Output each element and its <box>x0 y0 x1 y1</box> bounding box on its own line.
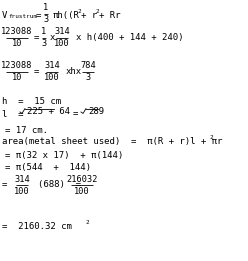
Text: 123088: 123088 <box>1 62 33 70</box>
Text: 2: 2 <box>96 9 100 14</box>
Text: + r: + r <box>81 11 97 20</box>
Text: x h(400 + 144 + 240): x h(400 + 144 + 240) <box>76 33 184 42</box>
Text: 2: 2 <box>85 220 89 225</box>
Text: 1: 1 <box>43 3 49 13</box>
Text: 10: 10 <box>12 39 22 49</box>
Text: V: V <box>2 11 7 20</box>
Text: xhx: xhx <box>66 67 82 76</box>
Text: 123088: 123088 <box>1 27 33 37</box>
Text: = π(32 x 17)  + π(144): = π(32 x 17) + π(144) <box>5 151 123 160</box>
Text: 2: 2 <box>78 9 82 14</box>
Text: =: = <box>73 109 78 118</box>
Text: 100: 100 <box>44 74 60 82</box>
Text: 784: 784 <box>80 62 96 70</box>
Text: =: = <box>36 11 41 20</box>
Text: 100: 100 <box>14 187 30 195</box>
Text: x: x <box>50 33 55 42</box>
Text: 3: 3 <box>85 74 91 82</box>
Text: 1: 1 <box>41 27 47 37</box>
Text: 3: 3 <box>41 39 47 49</box>
Text: h  =  15 cm: h = 15 cm <box>2 97 61 106</box>
Text: 314: 314 <box>14 175 30 183</box>
Text: (688)  =: (688) = <box>38 180 81 189</box>
Text: 216032: 216032 <box>66 175 98 183</box>
Text: 314: 314 <box>54 27 70 37</box>
Text: 289: 289 <box>88 106 104 116</box>
Text: 225 + 64: 225 + 64 <box>27 106 70 116</box>
Text: l  =: l = <box>2 110 24 119</box>
Text: =: = <box>2 180 7 189</box>
Text: 3: 3 <box>43 15 49 25</box>
Text: =: = <box>34 67 39 76</box>
Text: =: = <box>34 33 39 42</box>
Text: = π(544  +  144): = π(544 + 144) <box>5 163 91 172</box>
Text: 2: 2 <box>209 135 213 140</box>
Text: frustrum: frustrum <box>8 14 37 19</box>
Text: 100: 100 <box>54 39 70 49</box>
Text: area(metal sheet used)  =  π(R + r)l + πr: area(metal sheet used) = π(R + r)l + πr <box>2 137 222 146</box>
Text: 314: 314 <box>44 62 60 70</box>
Text: 10: 10 <box>12 74 22 82</box>
Text: = 17 cm.: = 17 cm. <box>5 126 48 135</box>
Text: πh((R: πh((R <box>53 11 80 20</box>
Text: + Rr: + Rr <box>99 11 121 20</box>
Text: =  2160.32 cm: = 2160.32 cm <box>2 222 72 231</box>
Text: 100: 100 <box>74 187 90 195</box>
